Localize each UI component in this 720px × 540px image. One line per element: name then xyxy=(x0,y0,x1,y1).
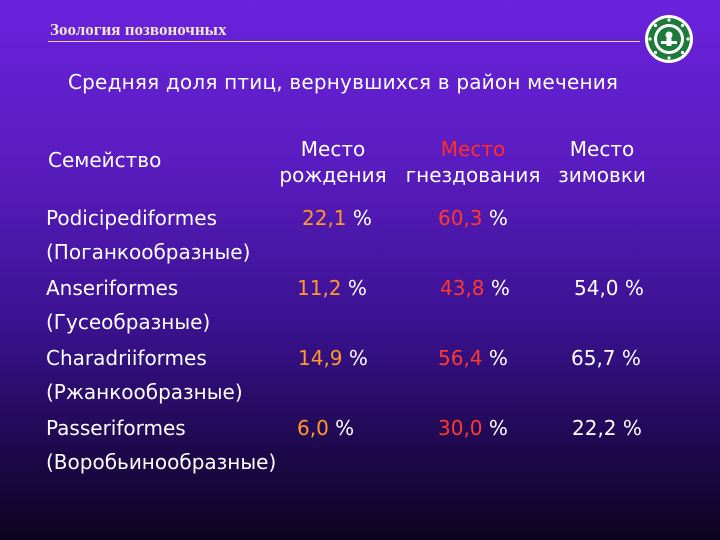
column-header-wintering: Место зимовки xyxy=(558,137,646,187)
family-name-latin: Podicipediformes xyxy=(46,206,217,230)
column-header-family: Семейство xyxy=(48,148,162,172)
value-birth: 14,9 % xyxy=(298,346,368,370)
header-title: Зоология позвоночных xyxy=(50,20,227,39)
value-nesting: 56,4 % xyxy=(438,346,508,370)
family-name-russian: (Воробьинообразные) xyxy=(46,450,277,474)
value-birth: 11,2 % xyxy=(297,276,367,300)
value-birth: 6,0 % xyxy=(297,416,355,440)
family-name-russian: (Гусеобразные) xyxy=(46,310,211,334)
column-header-nesting: Место гнездования xyxy=(405,137,541,187)
column-header-birth: Место рождения xyxy=(279,137,387,187)
value-wintering: 22,2 % xyxy=(572,416,642,440)
family-name-russian: (Ржанкообразные) xyxy=(46,380,243,404)
university-emblem-icon xyxy=(645,15,693,63)
family-name-latin: Anseriformes xyxy=(46,276,179,300)
header-rule xyxy=(48,41,640,42)
value-nesting: 43,8 % xyxy=(440,276,510,300)
slide-subtitle: Средняя доля птиц, вернувшихся в район м… xyxy=(68,70,619,94)
family-name-latin: Passeriformes xyxy=(46,416,186,440)
value-wintering: 54,0 % xyxy=(574,276,644,300)
family-name-russian: (Поганкообразные) xyxy=(46,240,251,264)
value-birth: 22,1 % xyxy=(302,206,372,230)
value-nesting: 60,3 % xyxy=(438,206,508,230)
family-name-latin: Charadriiformes xyxy=(46,346,207,370)
value-nesting: 30,0 % xyxy=(438,416,508,440)
value-wintering: 65,7 % xyxy=(571,346,641,370)
